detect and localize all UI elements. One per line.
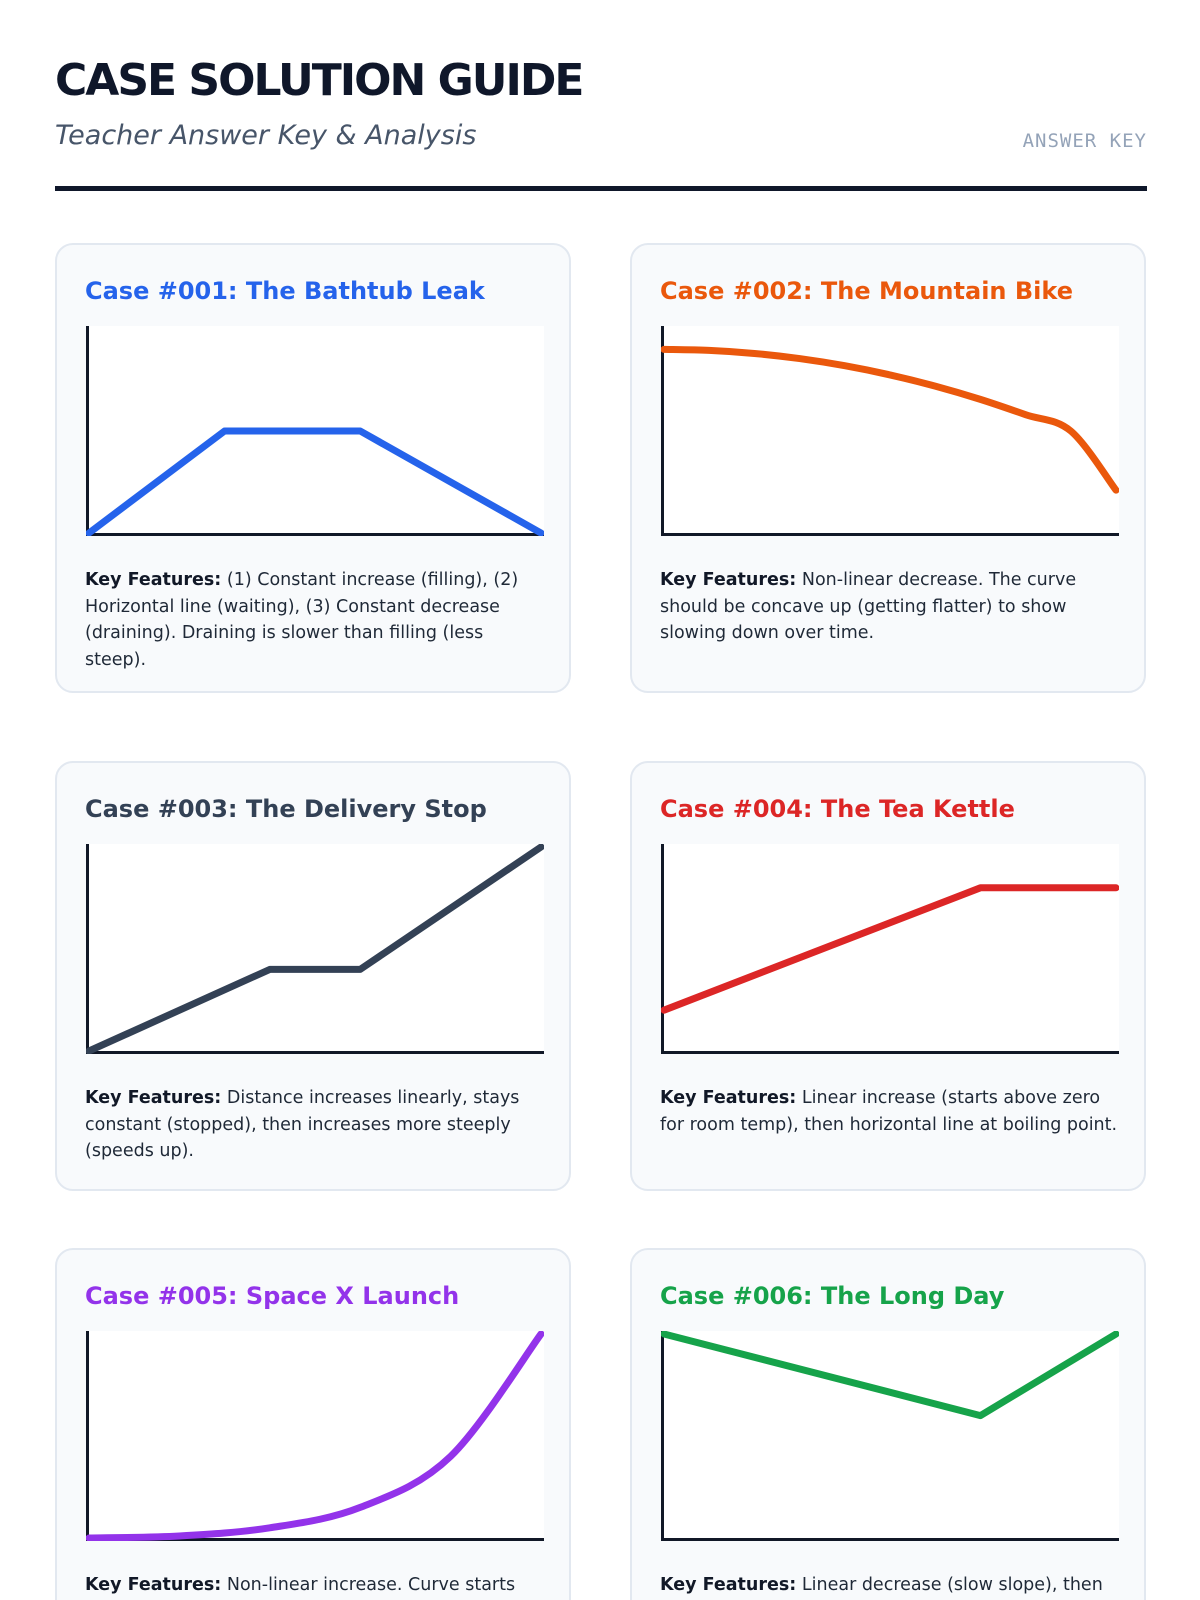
case-card-001: Case #001: The Bathtub Leak Key Features…: [55, 243, 571, 693]
key-features-label: Key Features:: [85, 570, 222, 590]
graph-series-line: [86, 1331, 544, 1541]
key-features-text: Distance increases linearly, stays const…: [85, 1088, 520, 1161]
case-card-002: Case #002: The Mountain Bike Key Feature…: [630, 243, 1146, 693]
key-features-label: Key Features:: [85, 1088, 222, 1108]
answer-key-label: ANSWER KEY: [1022, 130, 1147, 152]
case-card-006: Case #006: The Long Day Key Features: Li…: [630, 1248, 1146, 1600]
key-features-text: Non-linear decrease. The curve should be…: [660, 570, 1077, 643]
graph-series-line: [86, 844, 544, 1054]
graph-plot-area: [661, 1331, 1119, 1541]
case-graph-004: [661, 844, 1119, 1054]
key-features-label: Key Features:: [660, 570, 797, 590]
case-graph-006: [661, 1331, 1119, 1541]
key-features: Key Features: Linear increase (starts ab…: [660, 1085, 1120, 1138]
key-features: Key Features: (1) Constant increase (fil…: [85, 567, 545, 673]
key-features: Key Features: Non-linear increase. Curve…: [85, 1572, 545, 1600]
case-card-004: Case #004: The Tea Kettle Key Features: …: [630, 761, 1146, 1191]
graph-plot-area: [661, 326, 1119, 536]
key-features-label: Key Features:: [660, 1575, 797, 1595]
case-title: Case #001: The Bathtub Leak: [85, 277, 485, 305]
key-features: Key Features: Distance increases linearl…: [85, 1085, 545, 1165]
key-features: Key Features: Non-linear decrease. The c…: [660, 567, 1120, 647]
page-header: CASE SOLUTION GUIDE Teacher Answer Key &…: [55, 50, 1147, 191]
key-features-text: Non-linear increase. Curve starts flat: [226, 1575, 516, 1595]
key-features-label: Key Features:: [85, 1575, 222, 1595]
case-graph-005: [86, 1331, 544, 1541]
page-title: CASE SOLUTION GUIDE: [55, 55, 584, 106]
graph-series-line: [86, 427, 544, 536]
graph-plot-area: [661, 844, 1119, 1054]
case-title: Case #002: The Mountain Bike: [660, 277, 1073, 305]
case-card-003: Case #003: The Delivery Stop Key Feature…: [55, 761, 571, 1191]
graph-series-line: [661, 345, 1119, 494]
case-title: Case #004: The Tea Kettle: [660, 795, 1015, 823]
case-title: Case #003: The Delivery Stop: [85, 795, 487, 823]
case-title: Case #006: The Long Day: [660, 1282, 1005, 1310]
graph-plot-area: [86, 1331, 544, 1541]
key-features: Key Features: Linear decrease (slow slop…: [660, 1572, 1120, 1599]
case-card-005: Case #005: Space X Launch Key Features: …: [55, 1248, 571, 1600]
key-features-text: Linear increase (starts above zero for r…: [660, 1088, 1118, 1135]
key-features-text: (1) Constant increase (filling), (2) Hor…: [85, 570, 519, 670]
case-graph-002: [661, 326, 1119, 536]
case-graph-001: [86, 326, 544, 536]
page-subtitle: Teacher Answer Key & Analysis: [55, 120, 477, 151]
key-features-text: Linear decrease (slow slope), then: [801, 1575, 1103, 1595]
header-divider: [55, 186, 1147, 191]
case-title: Case #005: Space X Launch: [85, 1282, 460, 1310]
key-features-label: Key Features:: [660, 1088, 797, 1108]
graph-series-line: [661, 1331, 1119, 1420]
case-graph-003: [86, 844, 544, 1054]
graph-series-line: [661, 884, 1119, 1014]
